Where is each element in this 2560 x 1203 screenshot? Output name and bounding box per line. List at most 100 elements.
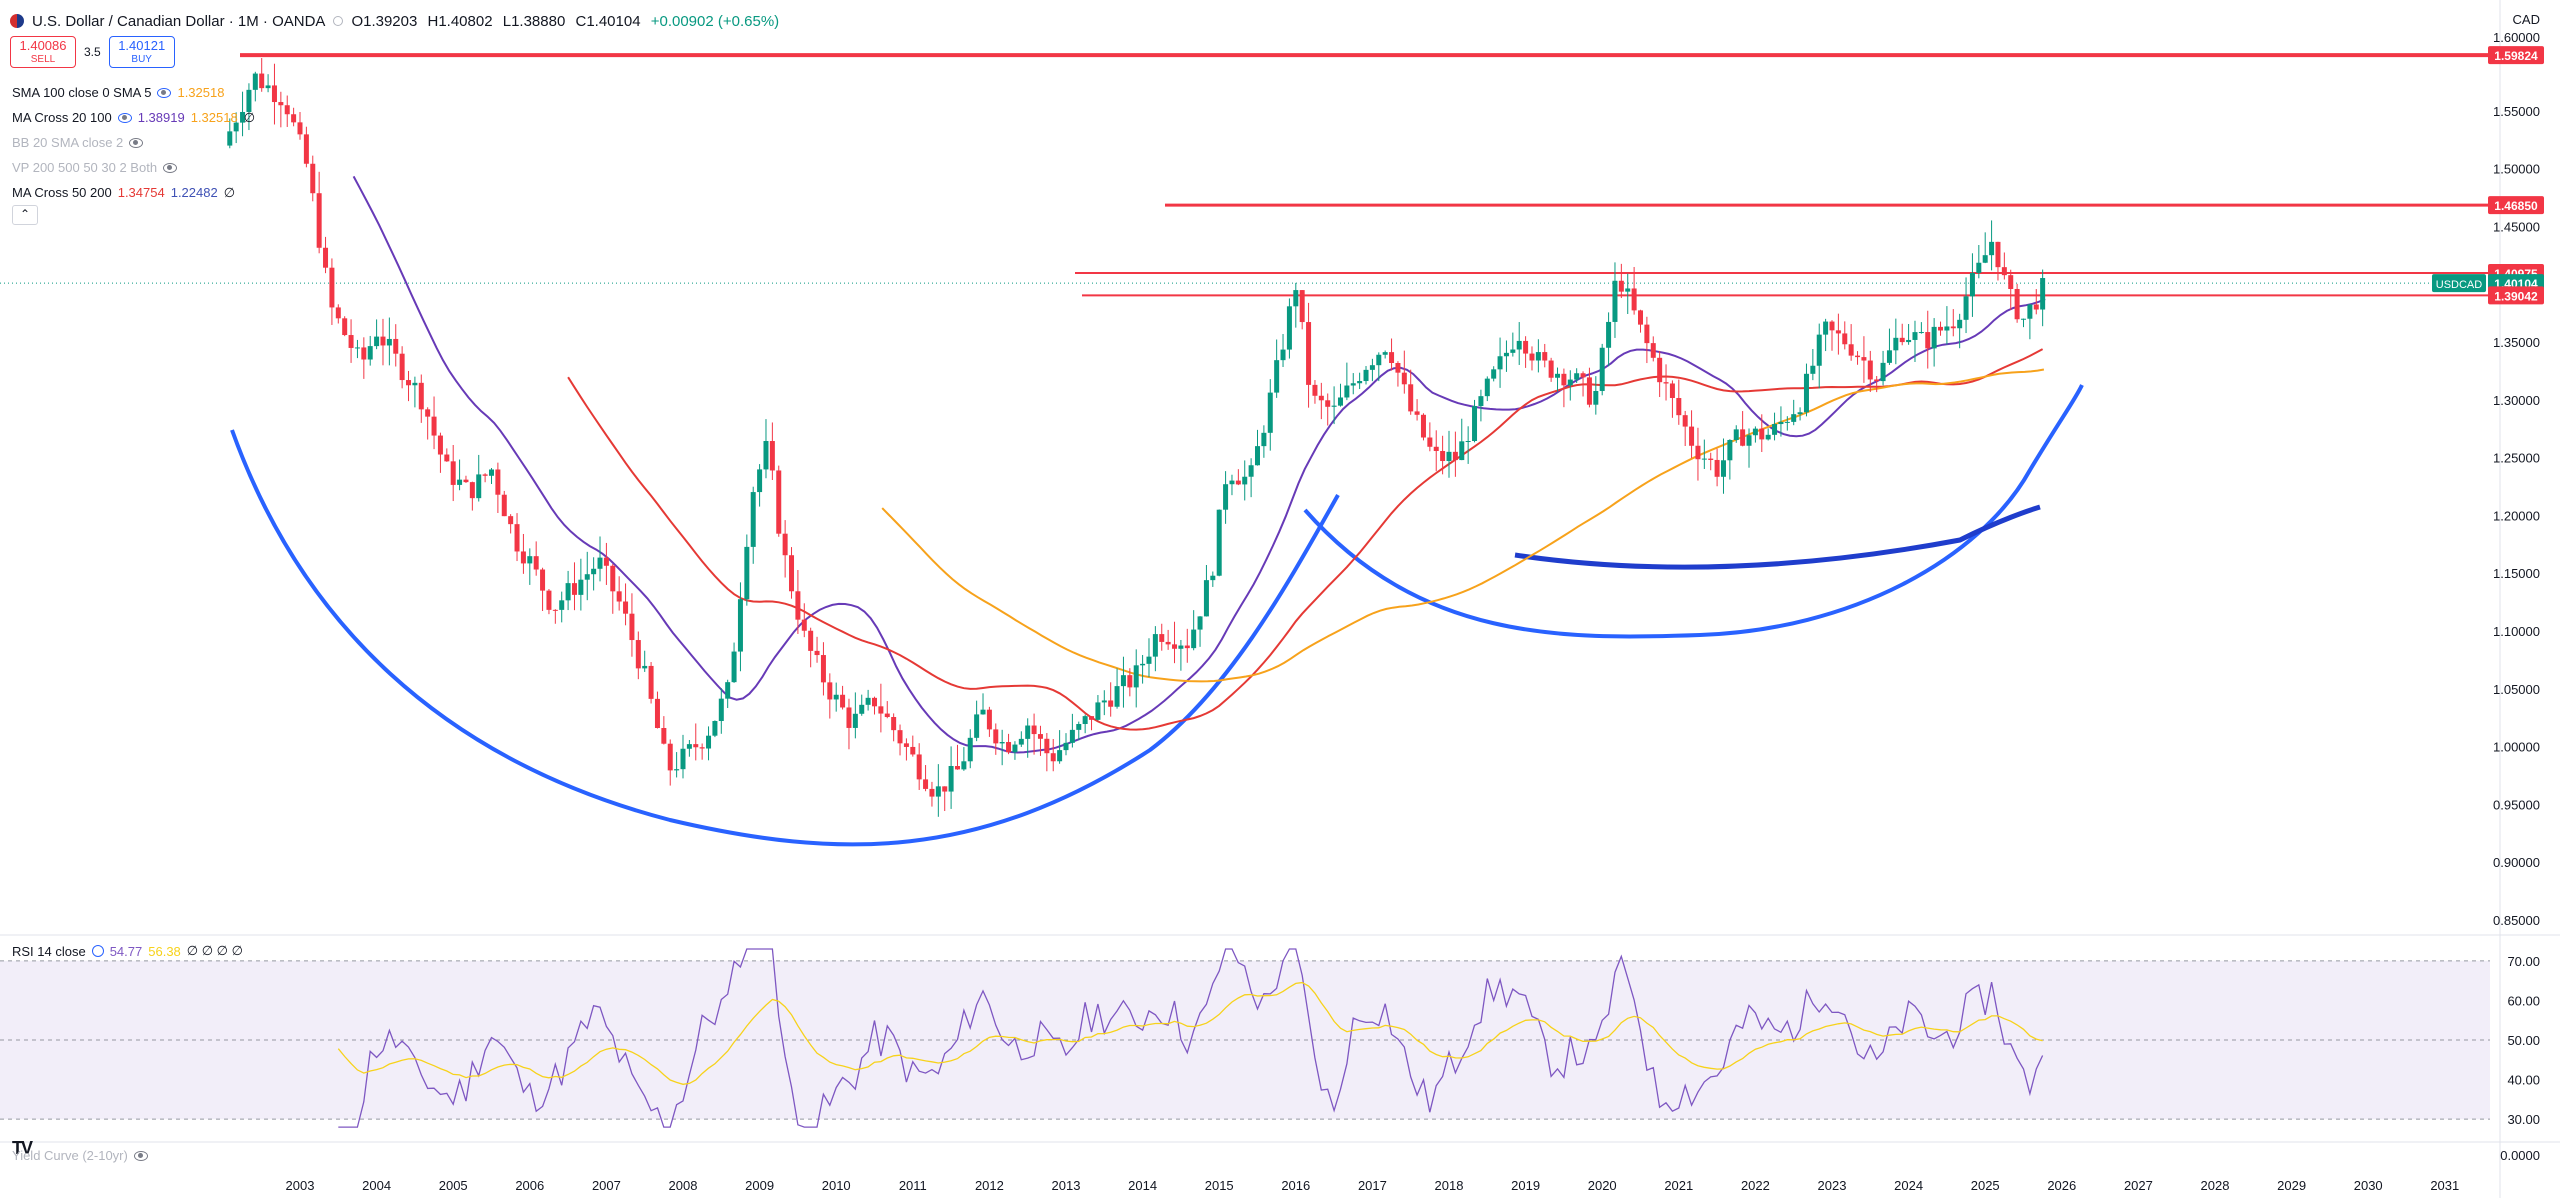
candle-body	[565, 583, 571, 601]
time-tick-label: 2015	[1205, 1178, 1234, 1193]
indicator-row[interactable]: VP 200 500 50 30 2 Both	[12, 155, 255, 180]
settings-icon[interactable]	[157, 87, 172, 98]
candle-body	[1938, 326, 1944, 331]
candle-body	[540, 569, 546, 591]
time-tick-label: 2005	[439, 1178, 468, 1193]
candle-body	[1944, 326, 1950, 331]
time-tick-label: 2017	[1358, 1178, 1387, 1193]
symbol-title[interactable]: U.S. Dollar / Canadian Dollar · 1M · OAN…	[32, 12, 326, 30]
candle-body	[1555, 373, 1561, 378]
rsi-name[interactable]: RSI 14 close	[12, 943, 86, 959]
candle-body	[329, 267, 335, 308]
buy-button[interactable]: 1.40121 BUY	[108, 36, 175, 68]
sell-label: SELL	[30, 54, 56, 65]
time-tick-label: 2012	[975, 1178, 1004, 1193]
candle-body	[233, 122, 239, 132]
moving-average-line	[881, 368, 2045, 683]
candle-body	[527, 556, 533, 564]
candle-body	[1542, 352, 1548, 361]
time-tick-label: 2004	[362, 1178, 391, 1193]
candle-body	[1574, 373, 1580, 380]
candle-body	[348, 335, 354, 348]
indicator-name: MA Cross 50 200	[12, 185, 112, 200]
candle-body	[1867, 360, 1873, 380]
rounding-bottom-curve	[1303, 384, 2084, 639]
candle-body	[1963, 296, 1969, 320]
indicator-name: MA Cross 20 100	[12, 110, 112, 125]
candle-body	[1880, 362, 1886, 382]
symbol-tag: USDCAD	[2436, 279, 2483, 291]
hidden-eye-icon[interactable]	[163, 162, 178, 173]
candle-body	[1784, 421, 1790, 423]
time-tick-label: 2027	[2124, 1178, 2153, 1193]
candle-body	[1669, 383, 1675, 399]
candle-body	[354, 347, 360, 349]
indicator-row[interactable]: MA Cross 50 200 1.34754 1.22482 ∅	[12, 180, 255, 205]
hidden-eye-icon[interactable]	[133, 1150, 148, 1161]
candle-body	[1778, 421, 1784, 425]
yield-name[interactable]: Yield Curve (2-10yr)	[12, 1148, 128, 1163]
candle-body	[1242, 476, 1248, 485]
candle-body	[1210, 575, 1216, 581]
settings-icon[interactable]	[117, 112, 132, 123]
candle-body	[1874, 379, 1880, 382]
market-status-icon	[333, 16, 344, 26]
candle-body	[1427, 437, 1433, 447]
candle-body	[406, 380, 412, 386]
candle-body	[1682, 415, 1688, 427]
candle-body	[942, 786, 948, 792]
sell-button[interactable]: 1.40086 SELL	[10, 36, 76, 68]
price-label-box	[2488, 286, 2544, 305]
candle-body	[552, 609, 558, 611]
candle-body	[425, 409, 431, 417]
indicator-value: 1.32518	[177, 85, 225, 100]
collapse-legend-button[interactable]: ⌃	[12, 205, 38, 225]
candle-body	[1618, 280, 1624, 292]
candle-body	[1331, 405, 1337, 407]
candle-body	[1829, 321, 1835, 331]
candle-body	[1472, 406, 1478, 441]
candle-body	[1580, 373, 1586, 378]
candle-body	[769, 441, 775, 471]
indicator-row[interactable]: SMA 100 close 0 SMA 5 1.32518	[12, 80, 255, 105]
candle-body	[1599, 347, 1605, 391]
candle-body	[1063, 742, 1069, 751]
price-label: 1.46850	[2494, 199, 2538, 213]
candle-body	[986, 709, 992, 730]
candle-body	[1733, 429, 1739, 440]
candle-body	[1510, 349, 1516, 353]
candle-body	[508, 516, 514, 525]
price-label-box	[2488, 196, 2544, 215]
hidden-eye-icon[interactable]	[129, 137, 144, 148]
candle-body	[1663, 382, 1669, 384]
candle-body	[1076, 724, 1082, 730]
candle-body	[284, 105, 290, 115]
indicator-row[interactable]: BB 20 SMA close 2	[12, 130, 255, 155]
candle-body	[750, 492, 756, 547]
price-tick-label: 1.55000	[2493, 104, 2540, 119]
candle-body	[667, 743, 673, 771]
candle-body	[974, 714, 980, 738]
candle-body	[1976, 262, 1982, 273]
price-tick-label: 1.20000	[2493, 508, 2540, 523]
candle-body	[297, 122, 303, 135]
candle-body	[1701, 458, 1707, 460]
candle-body	[1178, 645, 1184, 649]
indicator-row[interactable]: MA Cross 20 100 1.38919 1.32518 ∅	[12, 105, 255, 130]
candle-body	[1082, 716, 1088, 725]
candle-body	[1369, 365, 1375, 370]
candle-body	[1752, 428, 1758, 436]
candle-body	[1842, 333, 1848, 345]
settings-icon[interactable]	[91, 945, 104, 957]
price-tick-label: 0.85000	[2493, 913, 2540, 928]
candle-body	[1025, 725, 1031, 739]
time-tick-label: 2021	[1664, 1178, 1693, 1193]
rsi-value: 54.77	[109, 943, 143, 959]
candle-body	[999, 742, 1005, 744]
candle-body	[616, 591, 622, 602]
candle-body	[1337, 397, 1343, 406]
candle-body	[1006, 742, 1012, 753]
candle-body	[1516, 340, 1522, 350]
